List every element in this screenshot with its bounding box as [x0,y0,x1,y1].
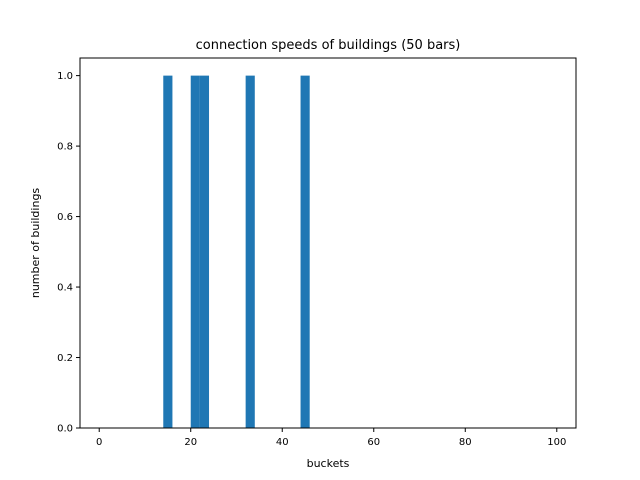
x-tick-label: 80 [459,437,472,448]
x-axis-label: buckets [307,457,350,470]
histogram-bar [245,75,255,428]
y-axis-label: number of buildings [29,188,42,299]
histogram-bar [190,75,200,428]
y-tick-label: 0.4 [57,283,73,294]
x-tick-label: 0 [96,437,102,448]
y-tick-label: 0.8 [57,142,73,153]
x-axis-ticks: 0 20 40 60 80 100 [96,428,566,448]
chart-title: connection speeds of buildings (50 bars) [196,38,461,53]
y-axis-ticks: 0.0 0.2 0.4 0.6 0.8 1.0 [57,71,80,435]
y-tick-label: 0.0 [57,424,73,435]
x-tick-label: 60 [367,437,380,448]
y-tick-label: 1.0 [57,71,73,82]
plot-frame [79,57,577,429]
y-tick-label: 0.6 [57,212,73,223]
histogram-bar [163,75,173,428]
x-tick-label: 20 [184,437,197,448]
x-tick-label: 100 [547,437,566,448]
histogram-bar [199,75,210,428]
y-tick-label: 0.2 [57,353,73,364]
histogram-bar [300,75,310,428]
bars-group [163,75,310,428]
x-tick-label: 40 [276,437,289,448]
